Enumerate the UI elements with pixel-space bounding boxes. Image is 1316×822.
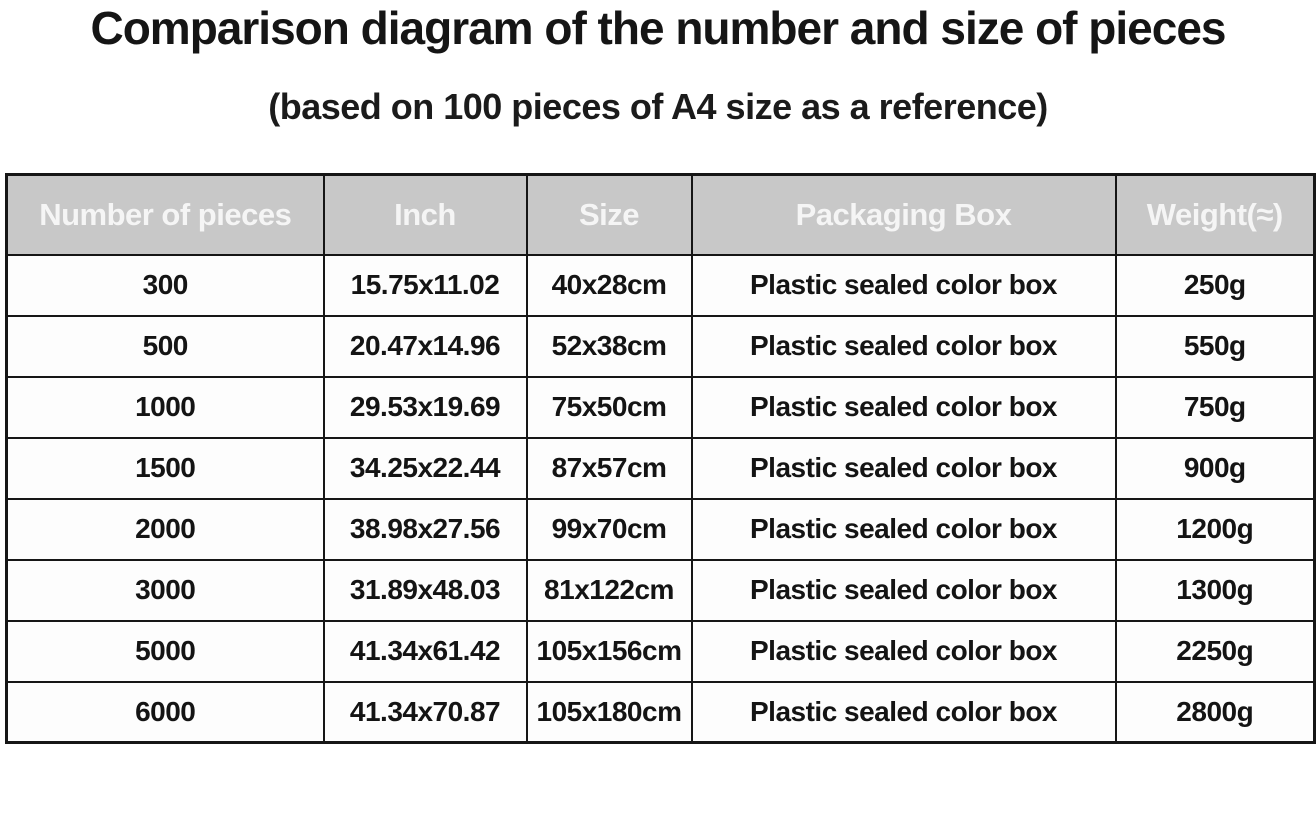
cell-inch: 20.47x14.96	[322, 314, 528, 378]
cell-packaging: Plastic sealed color box	[690, 253, 1117, 317]
column-header-size: Size	[525, 173, 693, 256]
cell-weight: 2800g	[1114, 680, 1316, 744]
cell-pieces: 500	[5, 314, 325, 378]
cell-pieces: 6000	[5, 680, 325, 744]
cell-size: 105x180cm	[525, 680, 693, 744]
table-row: 300 15.75x11.02 40x28cm Plastic sealed c…	[5, 253, 1316, 317]
cell-packaging: Plastic sealed color box	[690, 497, 1117, 561]
cell-packaging: Plastic sealed color box	[690, 680, 1117, 744]
page-subtitle: (based on 100 pieces of A4 size as a ref…	[268, 85, 1048, 127]
cell-inch: 41.34x61.42	[322, 619, 528, 683]
cell-size: 99x70cm	[525, 497, 693, 561]
cell-weight: 900g	[1114, 436, 1316, 500]
cell-pieces: 1500	[5, 436, 325, 500]
cell-weight: 750g	[1114, 375, 1316, 439]
cell-inch: 34.25x22.44	[322, 436, 528, 500]
cell-size: 40x28cm	[525, 253, 693, 317]
cell-packaging: Plastic sealed color box	[690, 314, 1117, 378]
table-row: 1500 34.25x22.44 87x57cm Plastic sealed …	[5, 436, 1316, 500]
table-row: 1000 29.53x19.69 75x50cm Plastic sealed …	[5, 375, 1316, 439]
column-header-weight: Weight(≈)	[1114, 173, 1316, 256]
cell-packaging: Plastic sealed color box	[690, 619, 1117, 683]
table-row: 6000 41.34x70.87 105x180cm Plastic seale…	[5, 680, 1316, 744]
cell-weight: 2250g	[1114, 619, 1316, 683]
column-header-inch: Inch	[322, 173, 528, 256]
cell-inch: 15.75x11.02	[322, 253, 528, 317]
cell-size: 105x156cm	[525, 619, 693, 683]
table-row: 3000 31.89x48.03 81x122cm Plastic sealed…	[5, 558, 1316, 622]
cell-pieces: 3000	[5, 558, 325, 622]
cell-packaging: Plastic sealed color box	[690, 375, 1117, 439]
table-header-row: Number of pieces Inch Size Packaging Box…	[5, 173, 1316, 256]
cell-inch: 41.34x70.87	[322, 680, 528, 744]
cell-weight: 1300g	[1114, 558, 1316, 622]
cell-pieces: 300	[5, 253, 325, 317]
cell-packaging: Plastic sealed color box	[690, 558, 1117, 622]
table-row: 500 20.47x14.96 52x38cm Plastic sealed c…	[5, 314, 1316, 378]
cell-pieces: 2000	[5, 497, 325, 561]
cell-inch: 31.89x48.03	[322, 558, 528, 622]
cell-inch: 38.98x27.56	[322, 497, 528, 561]
cell-size: 81x122cm	[525, 558, 693, 622]
cell-inch: 29.53x19.69	[322, 375, 528, 439]
cell-size: 87x57cm	[525, 436, 693, 500]
cell-packaging: Plastic sealed color box	[690, 436, 1117, 500]
comparison-table: Number of pieces Inch Size Packaging Box…	[5, 173, 1316, 745]
cell-weight: 550g	[1114, 314, 1316, 378]
cell-weight: 1200g	[1114, 497, 1316, 561]
cell-pieces: 5000	[5, 619, 325, 683]
column-header-packaging-box: Packaging Box	[690, 173, 1117, 256]
cell-size: 52x38cm	[525, 314, 693, 378]
table-row: 2000 38.98x27.56 99x70cm Plastic sealed …	[5, 497, 1316, 561]
cell-weight: 250g	[1114, 253, 1316, 317]
cell-size: 75x50cm	[525, 375, 693, 439]
table-row: 5000 41.34x61.42 105x156cm Plastic seale…	[5, 619, 1316, 683]
cell-pieces: 1000	[5, 375, 325, 439]
column-header-number-of-pieces: Number of pieces	[5, 173, 325, 256]
page-title: Comparison diagram of the number and siz…	[90, 2, 1226, 54]
